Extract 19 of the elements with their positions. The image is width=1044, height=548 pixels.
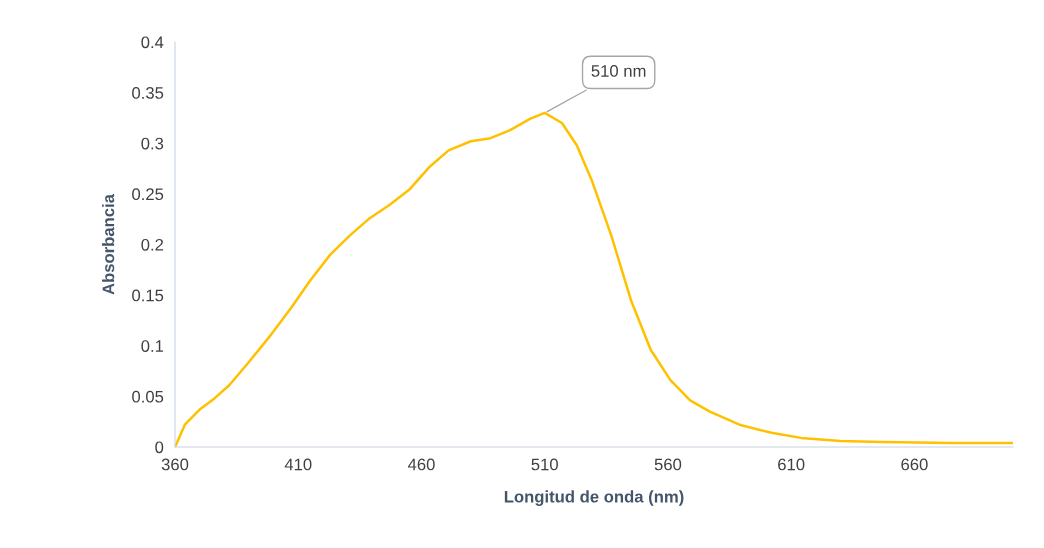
y-tick-label: 0.05: [132, 390, 164, 403]
x-tick-label: 560: [654, 458, 682, 471]
y-tick-label: 0.15: [132, 289, 164, 302]
y-tick-label: 0.2: [141, 238, 164, 251]
x-tick-label: 610: [778, 458, 805, 471]
x-tick-label: 510: [531, 458, 558, 471]
y-tick-label: 0.35: [132, 87, 164, 99]
x-tick-label: 460: [407, 458, 435, 471]
x-tick-label: 410: [284, 458, 312, 471]
x-tick-label: 360: [161, 458, 189, 471]
y-tick-label: 0.1: [141, 340, 164, 352]
y-tick-label: 0: [155, 441, 164, 454]
y-tick-label: 0.3: [141, 137, 164, 150]
annotation: 510 nm: [591, 65, 646, 77]
x-axis-title: Longitud de onda (nm): [504, 490, 684, 506]
y-axis-title: Absorbancia: [102, 193, 115, 295]
y-tick-label: 0.25: [132, 188, 164, 201]
x-tick-label: 660: [901, 458, 928, 471]
y-tick-label: 0.4: [141, 36, 164, 49]
